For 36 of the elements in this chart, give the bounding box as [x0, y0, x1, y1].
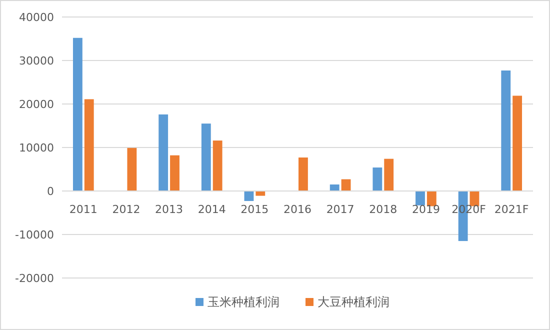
x-tick-label: 2018: [369, 203, 398, 216]
bar: [384, 158, 394, 191]
bar: [84, 99, 94, 191]
bar: [501, 70, 511, 191]
y-tick-label: 0: [47, 185, 54, 198]
bar: [158, 114, 168, 191]
x-tick-label: 2011: [69, 203, 98, 216]
y-tick-label: -20000: [15, 272, 54, 285]
bar: [201, 124, 211, 191]
bar: [170, 155, 180, 191]
y-tick-label: 30000: [19, 54, 54, 68]
x-tick-label: 2012: [112, 203, 140, 216]
x-tick-label: 2014: [198, 203, 226, 216]
x-tick-label: 2021F: [494, 203, 529, 216]
y-tick-label: -10000: [15, 228, 54, 242]
bar: [256, 191, 266, 196]
x-tick-label: 2015: [240, 203, 269, 216]
bar: [512, 96, 522, 191]
bar: [426, 191, 436, 206]
bar: [72, 38, 82, 191]
legend-label: 大豆种植利润: [318, 295, 390, 309]
y-tick-label: 40000: [19, 11, 54, 24]
x-tick-label: 2019: [412, 203, 440, 216]
legend-label: 玉米种植利润: [208, 295, 280, 309]
bar: [330, 184, 340, 191]
x-tick-label: 2017: [326, 203, 354, 216]
bar: [416, 191, 425, 206]
bar: [212, 140, 222, 191]
bar: [372, 168, 382, 191]
x-tick-label: 2016: [284, 203, 312, 216]
bar: [127, 148, 137, 191]
bar: [298, 158, 308, 191]
x-tick-label: 2013: [155, 203, 184, 216]
y-tick-label: 10000: [19, 142, 54, 154]
bar: [244, 191, 254, 202]
y-tick-label: 20000: [19, 98, 54, 111]
